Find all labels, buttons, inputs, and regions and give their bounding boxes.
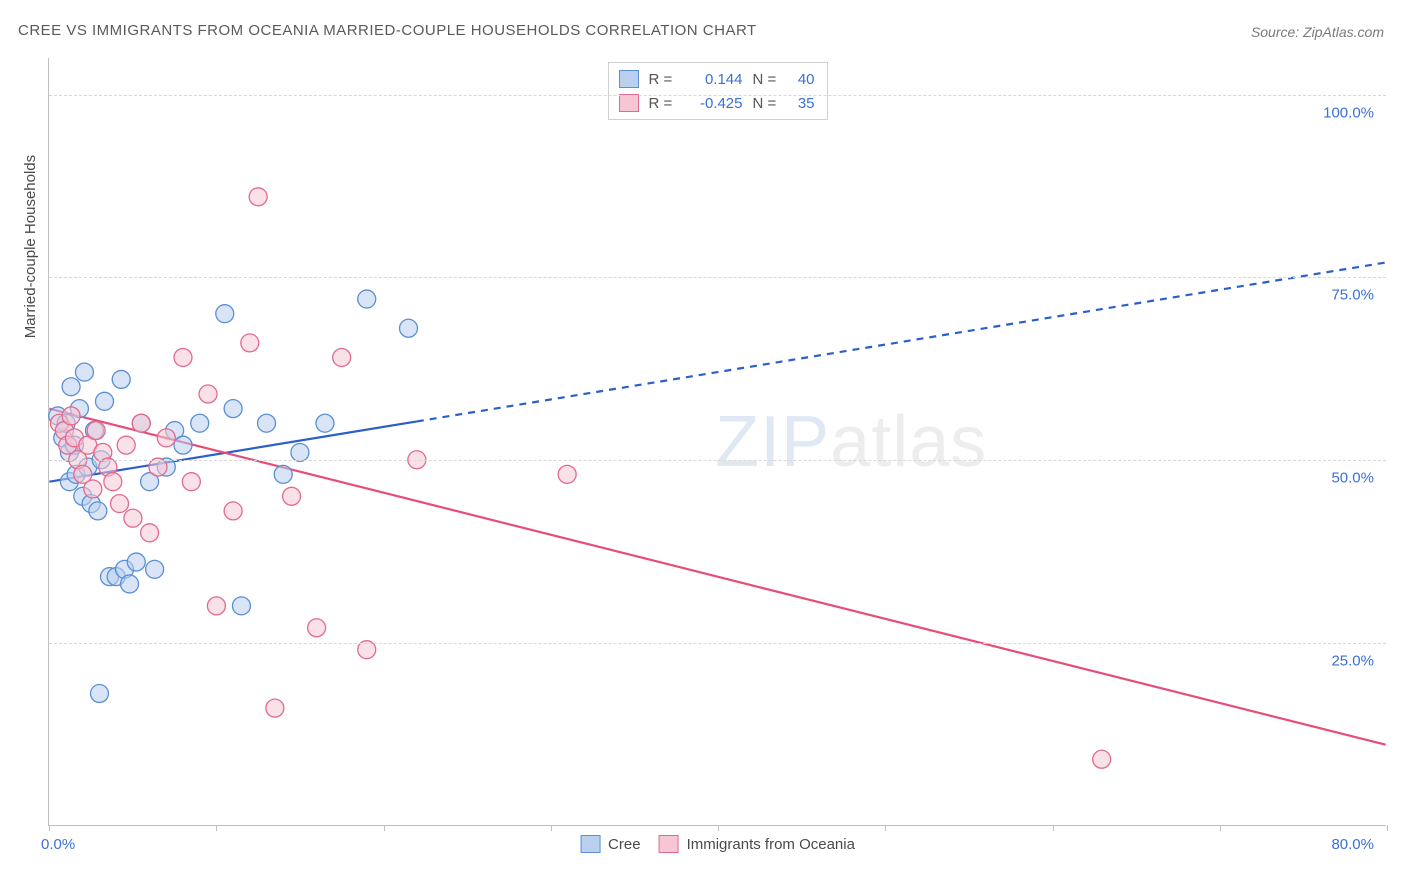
y-tick-label: 25.0% — [1331, 653, 1374, 670]
gridline — [49, 277, 1386, 278]
legend-swatch-oceania — [619, 94, 639, 112]
data-point — [249, 188, 267, 206]
data-point — [62, 378, 80, 396]
data-point — [157, 429, 175, 447]
data-point — [216, 305, 234, 323]
legend-swatch-icon — [659, 835, 679, 853]
legend-n-value-oceania: 35 — [789, 95, 815, 112]
legend-label: Cree — [608, 836, 641, 853]
x-tick — [49, 825, 50, 831]
x-tick — [718, 825, 719, 831]
data-point — [174, 436, 192, 454]
data-point — [1093, 750, 1111, 768]
data-point — [291, 443, 309, 461]
data-point — [224, 400, 242, 418]
gridline — [49, 643, 1386, 644]
data-point — [112, 370, 130, 388]
x-tick — [885, 825, 886, 831]
data-point — [558, 465, 576, 483]
legend-r-label: R = — [649, 95, 675, 112]
data-point — [132, 414, 150, 432]
data-point — [121, 575, 139, 593]
x-axis-min-label: 0.0% — [41, 836, 75, 853]
data-point — [274, 465, 292, 483]
data-point — [316, 414, 334, 432]
data-point — [104, 473, 122, 491]
chart-plot-area: ZIPatlas R = 0.144 N = 40 R = -0.425 N =… — [48, 58, 1386, 826]
data-point — [358, 290, 376, 308]
x-tick — [551, 825, 552, 831]
data-point — [127, 553, 145, 571]
legend-swatch-cree — [619, 70, 639, 88]
legend-r-value-cree: 0.144 — [685, 71, 743, 88]
data-point — [90, 685, 108, 703]
x-tick — [384, 825, 385, 831]
data-point — [191, 414, 209, 432]
y-axis-title: Married-couple Households — [22, 155, 39, 338]
data-point — [62, 407, 80, 425]
data-point — [199, 385, 217, 403]
legend-r-value-oceania: -0.425 — [685, 95, 743, 112]
y-tick-label: 75.0% — [1331, 287, 1374, 304]
data-point — [266, 699, 284, 717]
data-point — [224, 502, 242, 520]
legend-item-oceania: Immigrants from Oceania — [659, 835, 855, 853]
data-point — [207, 597, 225, 615]
legend-item-cree: Cree — [580, 835, 641, 853]
legend-n-value-cree: 40 — [789, 71, 815, 88]
data-point — [96, 392, 114, 410]
data-point — [87, 422, 105, 440]
gridline — [49, 460, 1386, 461]
data-point — [124, 509, 142, 527]
data-point — [308, 619, 326, 637]
data-point — [117, 436, 135, 454]
y-tick-label: 50.0% — [1331, 470, 1374, 487]
legend-swatch-icon — [580, 835, 600, 853]
y-tick-label: 100.0% — [1323, 104, 1374, 121]
data-point — [258, 414, 276, 432]
x-tick — [1387, 825, 1388, 831]
x-tick — [216, 825, 217, 831]
data-point — [111, 495, 129, 513]
x-tick — [1220, 825, 1221, 831]
legend-n-label: N = — [753, 71, 779, 88]
data-point — [333, 349, 351, 367]
legend-correlation-box: R = 0.144 N = 40 R = -0.425 N = 35 — [608, 62, 828, 120]
regression-line-dashed — [417, 263, 1386, 422]
data-point — [84, 480, 102, 498]
regression-line-solid — [49, 409, 1385, 745]
x-tick — [1053, 825, 1054, 831]
data-point — [241, 334, 259, 352]
data-point — [174, 349, 192, 367]
gridline — [49, 95, 1386, 96]
data-point — [141, 524, 159, 542]
data-point — [75, 363, 93, 381]
data-point — [146, 560, 164, 578]
data-point — [283, 487, 301, 505]
chart-title: CREE VS IMMIGRANTS FROM OCEANIA MARRIED-… — [18, 22, 757, 39]
legend-label: Immigrants from Oceania — [687, 836, 855, 853]
legend-r-label: R = — [649, 71, 675, 88]
x-axis-max-label: 80.0% — [1331, 836, 1374, 853]
scatter-svg — [49, 58, 1386, 825]
data-point — [400, 319, 418, 337]
legend-n-label: N = — [753, 95, 779, 112]
data-point — [232, 597, 250, 615]
data-point — [89, 502, 107, 520]
legend-series: Cree Immigrants from Oceania — [580, 835, 855, 853]
legend-row-cree: R = 0.144 N = 40 — [619, 67, 815, 91]
source-attribution: Source: ZipAtlas.com — [1251, 24, 1384, 40]
data-point — [182, 473, 200, 491]
